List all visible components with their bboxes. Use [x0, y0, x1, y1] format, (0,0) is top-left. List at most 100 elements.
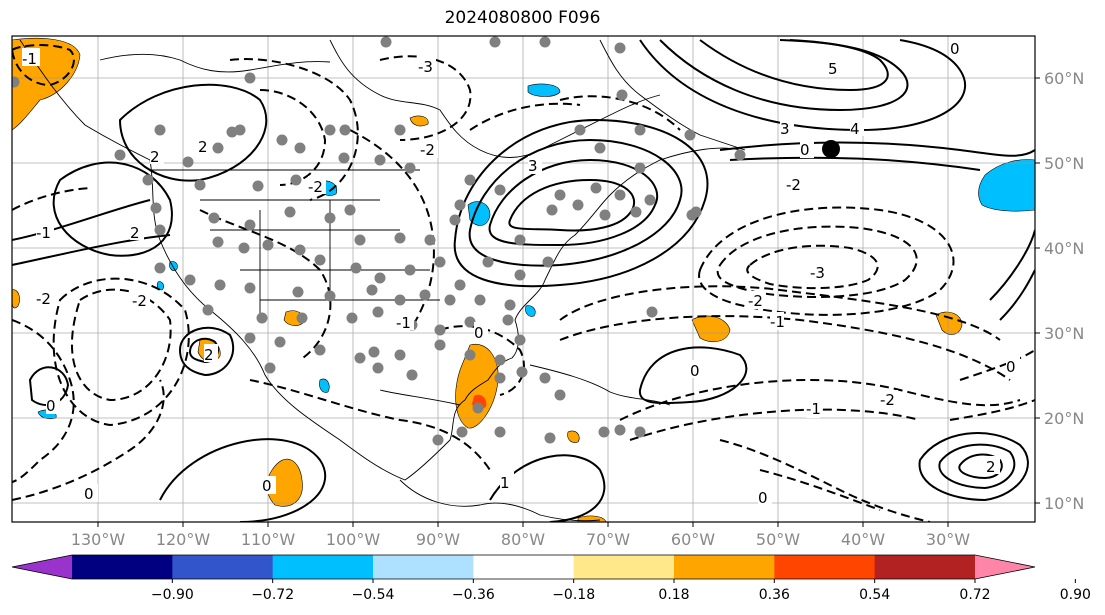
station-dot — [502, 314, 514, 326]
colorbar-tick-label: 0.90 — [1060, 587, 1091, 603]
map-title: 2024080800 F096 — [444, 8, 601, 28]
colorbar-tick-label: 0.72 — [959, 587, 990, 603]
station-dot — [182, 156, 194, 168]
contour-label: -2 — [420, 141, 435, 159]
colorbar-tick-label: 0.36 — [759, 587, 790, 603]
station-dot — [464, 349, 476, 361]
station-dot — [256, 312, 268, 324]
station-dot — [404, 264, 416, 276]
station-dot — [734, 149, 746, 161]
contour-label: 4 — [850, 120, 860, 138]
lon-tick-label: 70°W — [586, 530, 630, 549]
contour-label: -2 — [308, 178, 323, 196]
station-dot — [154, 224, 166, 236]
lon-tick-label: 80°W — [501, 530, 545, 549]
colorbar-segment — [172, 555, 274, 579]
lon-tick-label: 30°W — [926, 530, 970, 549]
contour-label: 3 — [780, 120, 790, 138]
colorbar-under-triangle — [12, 555, 72, 579]
station-dot — [634, 124, 646, 136]
station-dot — [590, 182, 602, 194]
station-dot — [339, 124, 351, 136]
station-dot — [424, 234, 436, 246]
station-dot — [234, 124, 246, 136]
colorbar-segment — [373, 555, 474, 579]
station-dot — [394, 294, 406, 306]
station-dot — [354, 234, 366, 246]
shade-pos-5 — [935, 311, 963, 335]
lon-tick-label: 120°W — [156, 530, 211, 549]
station-dot — [262, 239, 274, 251]
contour-label: 0 — [800, 141, 810, 159]
station-dot — [406, 369, 418, 381]
colorbar: −0.90 −0.72 −0.54 −0.36 −0.18 0.18 0.36 0.54 0.7… — [11, 554, 1091, 603]
station-dot — [614, 424, 626, 436]
station-dot — [434, 256, 446, 268]
station-dot — [594, 142, 606, 154]
contour-label: -2 — [36, 290, 51, 308]
lat-tick-label: 60°N — [1044, 69, 1084, 88]
contour-label: -1 — [396, 314, 411, 332]
colorbar-tick-label: 0.18 — [658, 587, 689, 603]
station-dot — [634, 426, 646, 438]
station-dot — [690, 206, 702, 218]
station-dot — [394, 124, 406, 136]
station-dot — [324, 212, 336, 224]
station-dot — [314, 254, 326, 266]
station-dot — [464, 316, 476, 328]
lat-tick-label: 50°N — [1044, 154, 1084, 173]
colorbar-over-triangle — [975, 555, 1035, 579]
contour-label: 0 — [262, 477, 272, 495]
contour-label: 0 — [84, 485, 94, 503]
station-dot — [494, 372, 506, 384]
station-dot — [212, 236, 224, 248]
shade-pos-8 — [409, 115, 429, 127]
negative-shading-areas — [37, 83, 1035, 420]
colorbar-tick-label: 0.54 — [859, 587, 890, 603]
station-dot — [614, 42, 626, 54]
lon-tick-label: 130°W — [71, 530, 126, 549]
station-dot — [372, 362, 384, 374]
station-dot — [598, 426, 610, 438]
station-dot — [464, 174, 476, 186]
contour-label: 0 — [1006, 358, 1016, 376]
station-dot — [276, 134, 288, 146]
station-dot — [474, 294, 486, 306]
negative-contours — [12, 44, 1035, 522]
station-dot — [449, 214, 461, 226]
station-dot — [244, 282, 256, 294]
station-dot — [290, 174, 302, 186]
station-dot — [554, 389, 566, 401]
station-dot — [344, 204, 356, 216]
lon-tick-label: 110°W — [241, 530, 296, 549]
station-dot — [444, 294, 456, 306]
station-dot — [434, 339, 446, 351]
station-dot — [542, 256, 554, 268]
station-dot — [244, 219, 256, 231]
station-dot — [202, 304, 214, 316]
station-dot — [294, 142, 306, 154]
station-dot — [489, 36, 501, 48]
colorbar-tick-label: −0.90 — [151, 587, 194, 603]
contour-label: -2 — [786, 176, 801, 194]
station-dot — [154, 262, 166, 274]
station-dot — [544, 432, 556, 444]
station-dot — [472, 402, 484, 414]
station-dot — [514, 234, 526, 246]
contour-label: -3 — [418, 58, 433, 76]
lat-tick-label: 30°N — [1044, 324, 1084, 343]
contour-label: 0 — [690, 362, 700, 380]
station-dot — [454, 279, 466, 291]
station-dot — [150, 202, 162, 214]
shade-pos-4 — [691, 315, 731, 343]
contour-label: 2 — [986, 458, 996, 476]
station-dot — [539, 372, 551, 384]
station-dot — [284, 206, 296, 218]
station-dot — [296, 312, 308, 324]
shade-neg-7 — [525, 305, 536, 317]
station-dot — [346, 312, 358, 324]
contour-label: -1 — [770, 313, 785, 331]
station-dot — [394, 349, 406, 361]
contour-label: 0 — [758, 489, 768, 507]
station-dot — [684, 129, 696, 141]
